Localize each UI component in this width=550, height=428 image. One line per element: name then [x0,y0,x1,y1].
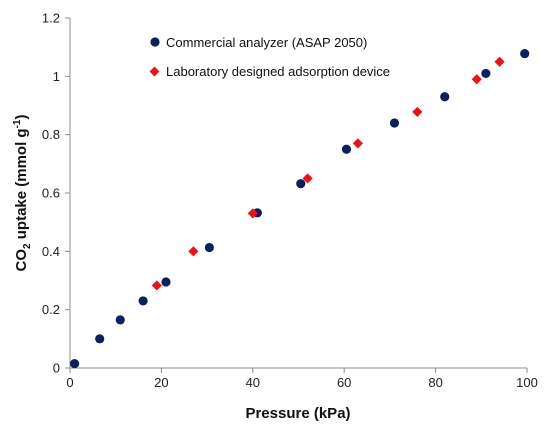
y-axis-ticks: 0 0.2 0.4 0.6 0.8 1 1.2 [42,11,70,376]
laboratory-device-point [494,56,505,67]
legend-marker-laboratory [149,66,160,77]
y-tick-label: 0.4 [42,244,60,259]
x-tick-label: 0 [66,375,73,390]
laboratory-device-point [151,280,162,291]
y-axis-title-superscript: -1 [12,119,23,128]
data-points [69,48,530,369]
x-axis-ticks: 0 20 40 60 80 100 [66,368,538,390]
commercial-analyzer-point [440,92,450,102]
laboratory-device-point [188,246,199,257]
y-axis-title-prefix: CO [13,249,30,272]
y-axis-title-suffix: ) [13,115,30,120]
x-tick-label: 80 [428,375,442,390]
commercial-analyzer-point [161,277,171,287]
commercial-analyzer-point [115,315,125,325]
commercial-analyzer-point [69,359,80,369]
commercial-analyzer-point [296,179,306,189]
commercial-analyzer-point [520,48,530,59]
laboratory-device-point [247,208,258,219]
laboratory-device-point [412,106,423,118]
x-tick-label: 40 [246,375,260,390]
x-tick-label: 100 [516,375,538,390]
commercial-analyzer-point [138,296,148,306]
y-tick-label: 1.2 [42,11,60,26]
legend: Commercial analyzer (ASAP 2050) Laborato… [149,35,390,79]
y-axis-title: CO2 uptake (mmol g-1) [12,115,33,272]
y-tick-label: 1 [53,69,60,84]
y-axis-title-middle: uptake (mmol g [13,128,30,243]
x-tick-label: 20 [154,375,168,390]
commercial-analyzer-point [204,242,214,253]
legend-marker-commercial [150,37,160,47]
legend-label-commercial: Commercial analyzer (ASAP 2050) [166,35,367,50]
legend-label-laboratory: Laboratory designed adsorption device [166,64,390,79]
x-axis-title: Pressure (kPa) [245,405,350,422]
commercial-analyzer-point [481,68,491,79]
y-tick-label: 0.8 [42,127,60,142]
y-tick-label: 0.2 [42,302,60,317]
commercial-analyzer-point [341,144,352,154]
commercial-analyzer-point [389,118,400,128]
y-tick-label: 0.6 [42,186,60,201]
y-tick-label: 0 [53,361,60,376]
y-axis-title-subscript: 2 [22,243,33,249]
laboratory-device-point [352,138,364,149]
commercial-analyzer-point [95,334,105,344]
x-tick-label: 60 [337,375,351,390]
laboratory-device-point [471,74,482,85]
